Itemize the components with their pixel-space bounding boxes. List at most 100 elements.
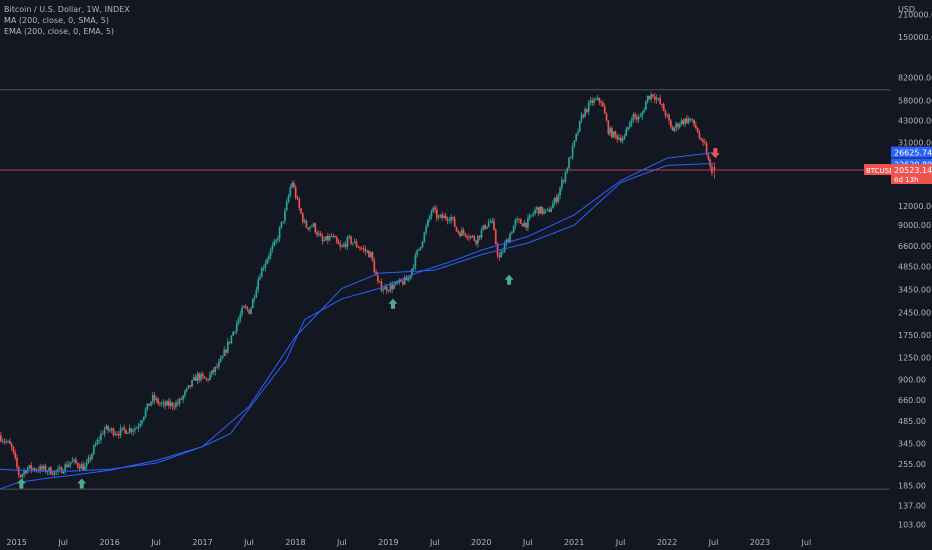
time-axis[interactable]: 2015 Jul 2016 Jul 2017 Jul 2018 Jul 2019 Jul 2020 J… — [7, 538, 812, 547]
candle-body — [502, 251, 504, 253]
candle-body — [192, 376, 195, 380]
candle-body — [636, 116, 638, 120]
candle-body — [257, 279, 260, 290]
arrow-up-icon — [388, 298, 398, 309]
symbol-tag[interactable] — [864, 164, 891, 176]
candle-body — [198, 373, 201, 380]
candle-body — [460, 229, 463, 237]
countdown-label: 6d 13h — [894, 176, 918, 184]
candle-body — [703, 142, 706, 144]
candle-body — [382, 289, 385, 291]
candle-body — [385, 286, 388, 291]
candle-body — [289, 187, 292, 196]
y-tick-label: 137.00 — [898, 501, 926, 510]
candle-body — [410, 268, 413, 276]
candle-body — [614, 131, 617, 136]
candle-body — [439, 214, 442, 217]
candle-body — [294, 187, 297, 198]
legend-ma[interactable]: MA (200, close, 0, SMA, 5) — [4, 16, 110, 25]
x-tick-label: 2023 — [750, 538, 770, 547]
legend-ema[interactable]: EMA (200, close, 0, EMA, 5) — [4, 27, 115, 36]
candle-body — [139, 423, 142, 427]
candle-body — [612, 131, 615, 138]
candle-body — [171, 402, 174, 407]
y-tick-label: 255.00 — [898, 460, 926, 469]
candle-body — [582, 115, 585, 117]
candle-body — [586, 109, 588, 112]
candle-body — [393, 284, 395, 289]
candle-body — [255, 289, 258, 297]
candle-body — [130, 428, 133, 432]
candle-body — [157, 398, 159, 404]
candle-body — [471, 235, 474, 237]
y-tick-label: 660.00 — [898, 396, 926, 405]
y-tick-label: 9000.00 — [898, 221, 931, 230]
candle-body — [630, 120, 633, 124]
candle-body — [310, 226, 313, 228]
candle-body — [573, 140, 576, 146]
candle-body — [594, 99, 597, 101]
candle-body — [432, 207, 435, 212]
candle-body — [643, 110, 645, 113]
candle-body — [305, 220, 308, 228]
candle-body — [705, 143, 708, 155]
x-tick-label: Jul — [336, 538, 347, 547]
candle-body — [684, 118, 687, 125]
candle-body — [243, 306, 245, 308]
candle-body — [32, 468, 34, 470]
candle-body — [57, 468, 59, 472]
candle-body — [276, 238, 279, 241]
candle-body — [82, 464, 84, 470]
candle-body — [142, 416, 145, 421]
currency-label: USD — [898, 5, 915, 14]
candle-body — [107, 425, 109, 431]
candle-body — [659, 98, 661, 105]
candle-body — [673, 127, 676, 131]
candle-body — [485, 226, 488, 229]
x-tick-label: Jul — [243, 538, 254, 547]
candle-body — [62, 471, 65, 474]
candle-body — [500, 251, 502, 258]
candle-body — [528, 215, 531, 219]
candle-body — [110, 428, 113, 431]
candle-body — [475, 240, 477, 244]
candle-body — [84, 466, 86, 470]
candle-body — [634, 114, 636, 117]
x-tick-label: Jul — [522, 538, 533, 547]
y-tick-label: 1250.00 — [898, 353, 931, 362]
candle-body — [644, 101, 647, 111]
legend-symbol[interactable]: Bitcoin / U.S. Dollar, 1W, INDEX — [4, 5, 130, 14]
candle-body — [562, 180, 565, 182]
candle-body — [450, 216, 452, 221]
candle-body — [670, 120, 672, 127]
candle-body — [452, 216, 454, 219]
candle-body — [421, 241, 424, 247]
candle-body — [713, 166, 716, 171]
candle-body — [175, 402, 177, 408]
candle-body — [60, 467, 63, 474]
candle-body — [132, 430, 134, 432]
candle-body — [312, 223, 315, 227]
candle-body — [153, 395, 156, 401]
candle-body — [369, 251, 372, 258]
candle-body — [203, 376, 206, 379]
candle-body — [677, 123, 679, 128]
candle-body — [71, 460, 74, 463]
candle-body — [28, 464, 31, 468]
candle-body — [378, 281, 381, 283]
candle-body — [348, 236, 351, 238]
candle-body — [425, 226, 427, 233]
candle-body — [637, 116, 640, 120]
candle-body — [135, 428, 138, 429]
candle-body — [580, 115, 583, 121]
candle-body — [117, 434, 120, 436]
candle-body — [205, 378, 208, 380]
candle-body — [207, 379, 209, 380]
y-tick-label: 185.00 — [898, 481, 926, 490]
x-tick-label: 2021 — [564, 538, 584, 547]
candle-body — [244, 306, 247, 308]
candle-body — [91, 453, 93, 460]
candle-body — [121, 427, 124, 429]
